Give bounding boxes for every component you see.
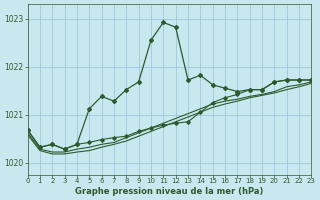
X-axis label: Graphe pression niveau de la mer (hPa): Graphe pression niveau de la mer (hPa) [75, 187, 264, 196]
